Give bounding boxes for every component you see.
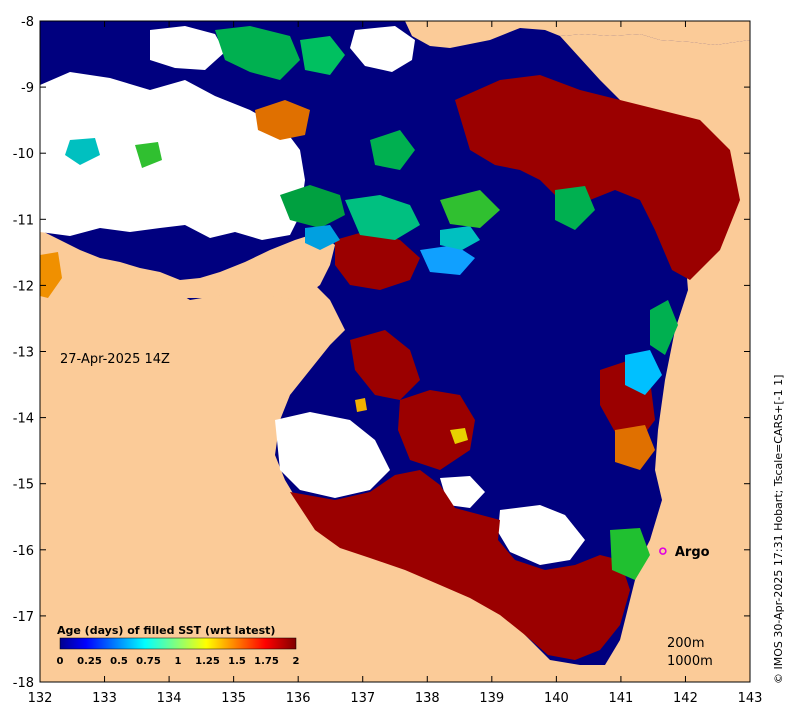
y-tick-label: -11 — [13, 213, 34, 228]
x-tick-label: 143 — [738, 691, 763, 706]
y-tick-label: -16 — [13, 544, 34, 559]
depth-legend: 200m 1000m — [667, 636, 713, 669]
no-data-nw — [40, 72, 305, 240]
stale-central — [398, 390, 475, 470]
y-tick-label: -8 — [21, 15, 34, 30]
depth-legend-1000m: 1000m — [667, 654, 713, 669]
y-tick-label: -14 — [13, 412, 34, 427]
x-tick-label: 141 — [608, 691, 633, 706]
x-tick-label: 134 — [157, 691, 182, 706]
stale-east — [455, 75, 740, 280]
date-label: 27-Apr-2025 14Z — [60, 352, 170, 367]
no-data-s2 — [440, 476, 485, 508]
colorbar-label: 0 — [57, 656, 64, 667]
plot-area — [40, 21, 750, 682]
land-cape-york — [40, 34, 750, 682]
depth-legend-200m: 200m — [667, 636, 704, 651]
x-tick-label: 132 — [28, 691, 53, 706]
mid-age-patches — [40, 26, 678, 580]
land-north-png — [405, 21, 750, 48]
colorbar-label: 0.5 — [110, 656, 128, 667]
colorbar-label: 2 — [293, 656, 300, 667]
x-tick-label: 136 — [286, 691, 311, 706]
no-data-n — [150, 26, 225, 70]
y-tick-label: -17 — [13, 610, 34, 625]
y-tick-label: -13 — [13, 346, 34, 361]
x-tick-label: 137 — [350, 691, 375, 706]
argo-marker[interactable]: Argo — [659, 545, 710, 560]
colorbar-label: 0.25 — [77, 656, 102, 667]
credit-text: © IMOS 30-Apr-2025 17:31 Hobart; Tscale=… — [772, 375, 785, 684]
colorbar-label: 1 — [175, 656, 182, 667]
stale-sw — [350, 330, 420, 400]
y-tick-label: -10 — [13, 147, 34, 162]
argo-label: Argo — [675, 545, 710, 560]
x-tick-label: 135 — [221, 691, 246, 706]
colorbar-ramp — [59, 637, 297, 650]
colorbar-label: 1.75 — [254, 656, 279, 667]
colorbar-label: 1.25 — [195, 656, 220, 667]
x-axis: 132 133 134 135 136 137 138 139 140 141 142 143 — [28, 21, 763, 706]
x-tick-label: 133 — [92, 691, 117, 706]
x-tick-label: 142 — [673, 691, 698, 706]
stale-west — [335, 230, 420, 290]
x-tick-label: 139 — [479, 691, 504, 706]
stale-south — [290, 470, 630, 660]
land-arnhem — [40, 230, 335, 300]
no-data-sw — [275, 412, 390, 498]
x-tick-label: 138 — [415, 691, 440, 706]
y-tick-label: -12 — [13, 279, 34, 294]
colorbar-label: 1.5 — [228, 656, 246, 667]
colorbar-label: 0.75 — [136, 656, 161, 667]
colorbar-title: Age (days) of filled SST (wrt latest) — [57, 624, 275, 637]
colorbar-labels: 0 0.25 0.5 0.75 1 1.25 1.5 1.75 2 — [57, 656, 300, 667]
argo-dot-icon[interactable] — [659, 547, 667, 555]
no-data-nc — [350, 26, 415, 72]
y-tick-label: -18 — [13, 676, 34, 691]
x-tick-label: 140 — [544, 691, 569, 706]
y-tick-label: -9 — [21, 81, 34, 96]
y-tick-label: -15 — [13, 478, 34, 493]
no-data-s1 — [498, 505, 585, 565]
y-axis: -8 -9 -10 -11 -12 -13 -14 -15 -16 -17 -18 — [13, 15, 750, 691]
